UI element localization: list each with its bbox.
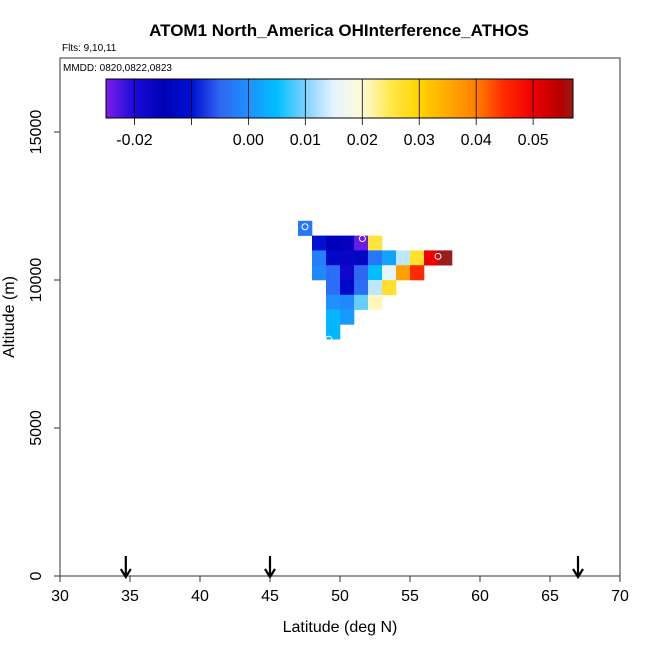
heatmap-cell [312, 235, 327, 251]
x-tick-label: 50 [331, 588, 349, 605]
circle-marker [325, 335, 333, 343]
heatmap-cell [326, 309, 341, 325]
heatmap-cell [326, 265, 341, 281]
x-tick-label: 45 [261, 588, 279, 605]
arrow-head [572, 568, 584, 580]
heatmap-cell [326, 280, 341, 296]
heatmap-cell [340, 250, 355, 266]
colorbar [105, 78, 574, 119]
x-tick-label: 35 [121, 588, 139, 605]
heatmap-cell [354, 265, 369, 281]
heatmap-cell [340, 309, 355, 325]
heatmap-cell [354, 280, 369, 296]
y-tick-label: 0 [28, 571, 45, 580]
x-axis: 30 35 40 45 50 55 60 65 70 [51, 576, 629, 605]
colorbar-tick-label: 0.03 [404, 132, 435, 149]
x-tick-label: 40 [191, 588, 209, 605]
arrow [264, 556, 276, 580]
y-tick-label: 5000 [28, 410, 45, 446]
heatmap-cell [340, 235, 355, 251]
heatmap-cell [326, 324, 341, 340]
heatmap-cell [340, 294, 355, 310]
heatmap-cell [298, 220, 313, 236]
x-tick-label: 65 [541, 588, 559, 605]
x-tick-label: 60 [471, 588, 489, 605]
heatmap-cells [298, 220, 453, 340]
circle-marker [301, 223, 309, 231]
colorbar-tick-label: 0.05 [518, 132, 549, 149]
arrow [119, 556, 132, 580]
colorbar-ticks: -0.02 0.00 0.01 0.02 0.03 0.04 0.05 [116, 118, 549, 149]
heatmap-cell [382, 265, 397, 281]
heatmap-cell [438, 250, 453, 266]
y-tick-label: 15000 [28, 110, 45, 155]
heatmap-cell [340, 265, 355, 281]
x-tick-label: 55 [401, 588, 419, 605]
colorbar-tick-label: 0.02 [347, 132, 378, 149]
x-tick-label: 70 [611, 588, 629, 605]
heatmap-cell [396, 265, 411, 281]
x-axis-label: Latitude (deg N) [283, 619, 398, 636]
colorbar-tick-label: -0.02 [116, 132, 153, 149]
heatmap-cell [368, 250, 383, 266]
heatmap-cell [354, 250, 369, 266]
heatmap-cell [410, 265, 425, 281]
heatmap-cell [368, 265, 383, 281]
colorbar-tick-label: 0.00 [233, 132, 264, 149]
y-tick-label: 10000 [28, 258, 45, 303]
colorbar-tick-label: 0.01 [290, 132, 321, 149]
heatmap-cell [354, 235, 369, 251]
arrow-head [119, 568, 132, 580]
dates-label: MMDD: 0820,0822,0823 [63, 63, 172, 74]
circle-marker [358, 235, 366, 243]
flight-arrows [119, 556, 584, 580]
heatmap-cell [312, 265, 327, 281]
heatmap-cell [326, 235, 341, 251]
heatmap-cell [326, 294, 341, 310]
heatmap-cell [382, 280, 397, 296]
heatmap-cell [368, 235, 383, 251]
heatmap-cell [410, 250, 425, 266]
y-axis-label: Altitude (m) [1, 276, 18, 358]
arrow [572, 556, 584, 580]
heatmap-cell [368, 294, 383, 310]
heatmap-cell [424, 250, 439, 266]
heatmap-cell [368, 280, 383, 296]
x-tick-label: 30 [51, 588, 69, 605]
heatmap-cell [382, 250, 397, 266]
flights-label: Flts: 9,10,11 [62, 43, 117, 54]
colorbar-tick-label: 0.04 [461, 132, 492, 149]
circle-marker [434, 252, 442, 260]
heatmap-cell [340, 280, 355, 296]
colorbar-dividers [134, 79, 534, 118]
chart-title: ATOM1 North_America OHInterference_ATHOS [149, 21, 529, 40]
y-axis: 0 5000 10000 15000 [28, 110, 60, 580]
heatmap-cell [396, 250, 411, 266]
heatmap-cell [326, 250, 341, 266]
heatmap-cell [354, 294, 369, 310]
heatmap-cell [312, 250, 327, 266]
circle-markers [301, 223, 442, 343]
